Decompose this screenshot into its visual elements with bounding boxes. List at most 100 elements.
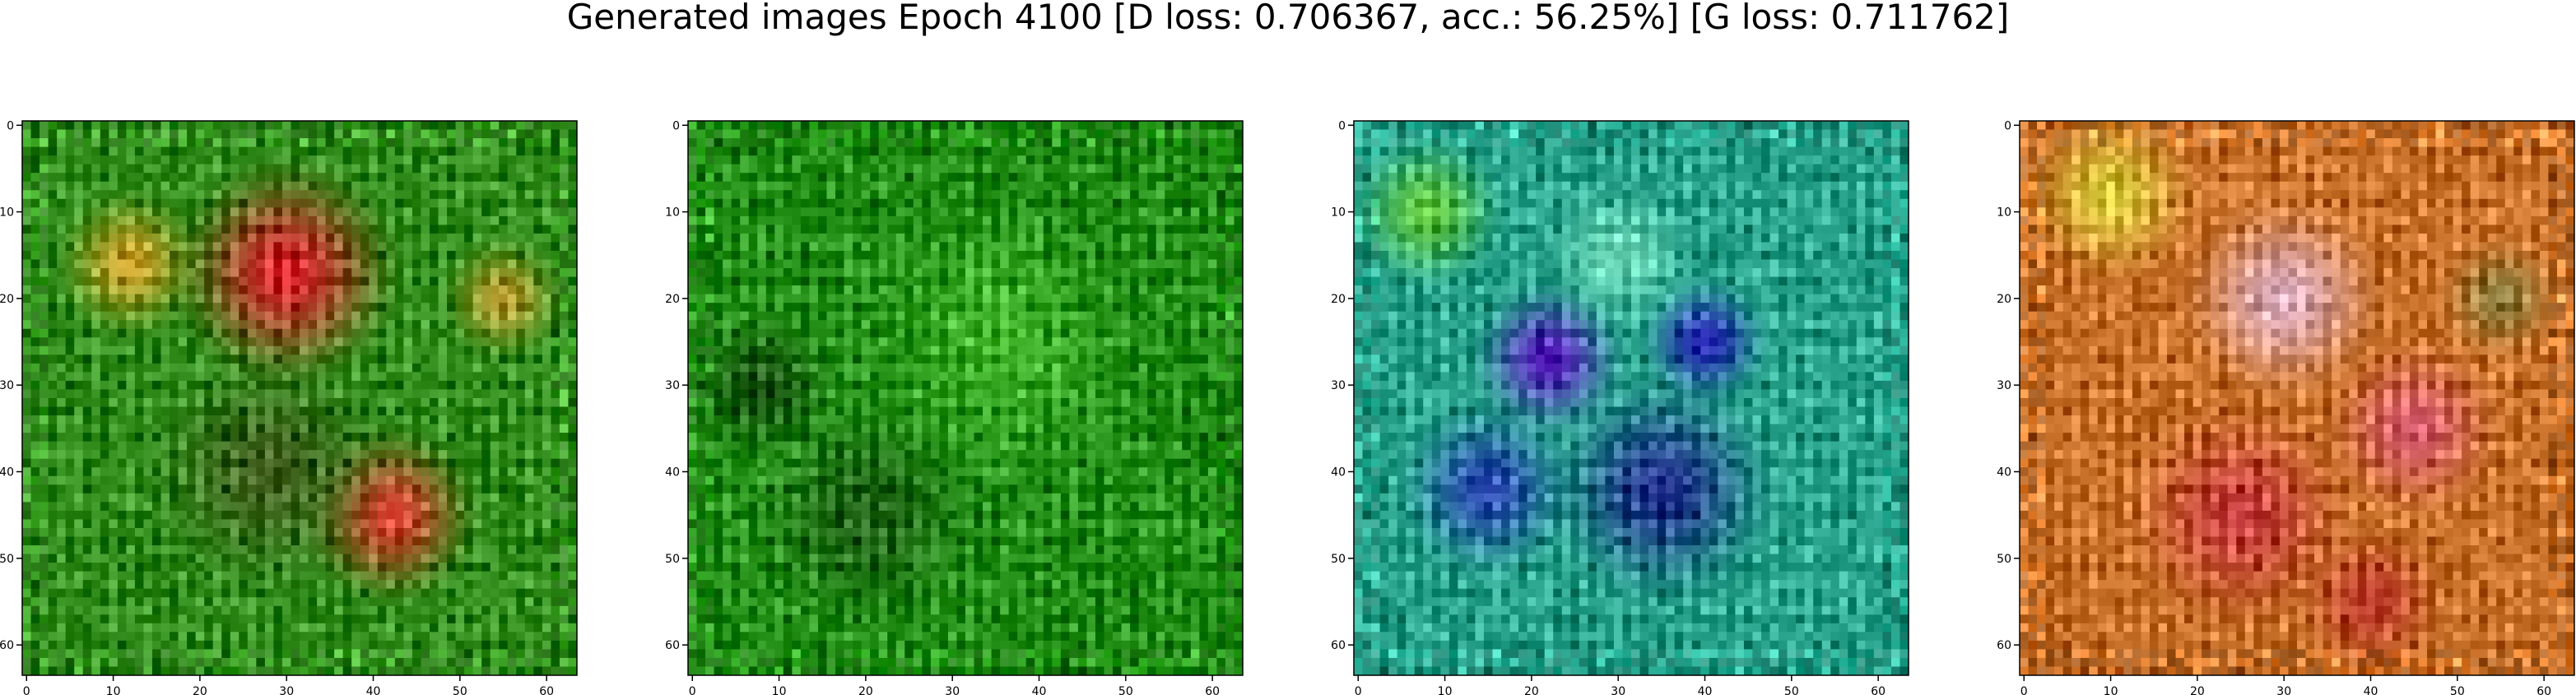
pixel [499, 380, 509, 390]
pixel [723, 155, 732, 165]
pixel [281, 164, 291, 174]
pixel [30, 233, 40, 243]
pixel [230, 398, 239, 407]
pixel [774, 190, 784, 200]
pixel [247, 623, 257, 632]
pixel [394, 389, 404, 399]
pixel [170, 580, 179, 590]
pixel [273, 493, 283, 503]
pixel [178, 198, 188, 208]
pixel [447, 649, 456, 659]
pixel [351, 380, 361, 390]
pixel [974, 121, 983, 130]
pixel [317, 320, 326, 330]
pixel [160, 545, 170, 554]
pixel [360, 380, 370, 390]
pixel [160, 536, 170, 546]
pixel [956, 207, 966, 217]
pixel [221, 502, 231, 512]
pixel [551, 190, 560, 200]
pixel [1086, 215, 1096, 225]
pixel [861, 138, 871, 147]
pixel [160, 424, 170, 433]
pixel [939, 198, 949, 208]
pixel [472, 164, 482, 174]
pixel [30, 605, 40, 615]
pixel [1008, 121, 1018, 130]
pixel [360, 215, 370, 225]
pixel [757, 233, 767, 243]
pixel [187, 433, 197, 442]
pixel [143, 225, 153, 234]
pixel [100, 484, 109, 494]
pixel [559, 320, 569, 330]
pixel [377, 363, 387, 373]
pixel [291, 433, 300, 442]
pixel [499, 450, 509, 460]
pixel [774, 233, 784, 243]
pixel [568, 207, 578, 217]
pixel [472, 363, 482, 373]
pixel [472, 294, 482, 303]
pixel [230, 276, 239, 286]
pixel [429, 311, 439, 321]
pixel [447, 345, 456, 355]
pixel [170, 345, 179, 355]
pixel [878, 121, 888, 130]
pixel [281, 259, 291, 269]
pixel [74, 493, 84, 503]
pixel [230, 502, 239, 512]
pixel [421, 345, 430, 355]
pixel [239, 345, 249, 355]
pixel [421, 563, 430, 572]
pixel [325, 276, 335, 286]
pixel [134, 657, 144, 667]
pixel [187, 580, 197, 590]
pixel [472, 328, 482, 338]
pixel [91, 285, 101, 295]
pixel [974, 198, 983, 208]
pixel [230, 475, 239, 485]
pixel [360, 475, 370, 485]
pixel [187, 389, 197, 399]
pixel [342, 250, 352, 260]
pixel [1155, 190, 1165, 200]
pixel [117, 173, 127, 183]
pixel [447, 181, 456, 191]
pixel [403, 458, 413, 468]
pixel [239, 294, 249, 303]
pixel [100, 294, 109, 303]
pixel [542, 580, 551, 590]
pixel [904, 233, 914, 243]
pixel [542, 571, 551, 581]
pixel [438, 311, 448, 321]
pixel [835, 207, 844, 217]
pixel [30, 502, 40, 512]
pixel [291, 268, 300, 277]
pixel [317, 623, 326, 632]
pixel [705, 138, 714, 147]
pixel [490, 225, 500, 234]
pixel [325, 181, 335, 191]
pixel [239, 424, 249, 433]
pixel [551, 484, 560, 494]
pixel [317, 597, 326, 607]
pixel [134, 510, 144, 520]
pixel [247, 250, 257, 260]
pixel [109, 467, 119, 477]
pixel [481, 458, 491, 468]
pixel [48, 215, 58, 225]
pixel [325, 605, 335, 615]
pixel [394, 666, 404, 676]
pixel [499, 345, 509, 355]
pixel [204, 259, 214, 269]
pixel [403, 268, 413, 277]
pixel [360, 571, 370, 581]
pixel [516, 493, 526, 503]
pixel [40, 389, 49, 399]
pixel [212, 563, 222, 572]
pixel [429, 215, 439, 225]
pixel [507, 207, 517, 217]
pixel [403, 527, 413, 537]
pixel [861, 207, 871, 217]
